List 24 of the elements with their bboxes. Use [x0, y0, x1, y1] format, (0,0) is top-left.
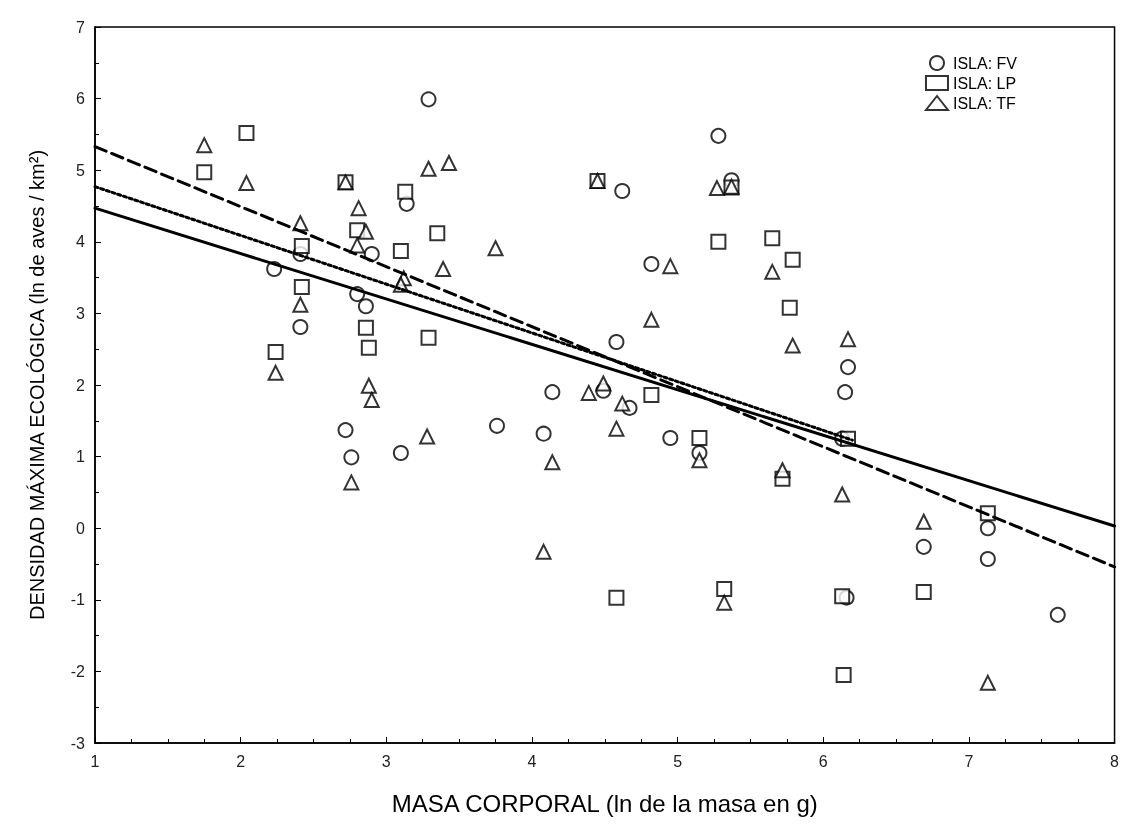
y-tick-label: 7: [76, 18, 86, 36]
x-tick-label: 6: [818, 752, 828, 770]
x-tick-label: 5: [673, 752, 683, 770]
y-tick-label: 0: [76, 519, 86, 537]
x-tick-label: 4: [527, 752, 537, 770]
y-tick-label: 2: [76, 376, 86, 394]
legend-label: ISLA: FV: [952, 54, 1018, 72]
legend-label: ISLA: TF: [952, 94, 1017, 112]
y-tick-label: 4: [76, 233, 86, 251]
x-tick-label: 1: [90, 752, 100, 770]
y-tick-label: 3: [76, 304, 86, 322]
y-axis-title: DENSIDAD MÁXIMA ECOLÓGICA (ln de aves / km²): [26, 149, 48, 621]
y-tick-label: 1: [76, 448, 86, 466]
x-axis-title: MASA CORPORAL (ln de la masa en g): [391, 789, 818, 817]
x-tick-label: 8: [1110, 752, 1120, 770]
y-tick-label: -1: [70, 591, 86, 609]
y-tick-label: -3: [70, 734, 86, 752]
legend-label: ISLA: LP: [952, 74, 1017, 92]
x-tick-label: 7: [964, 752, 974, 770]
x-tick-label: 3: [381, 752, 391, 770]
x-tick-label: 2: [236, 752, 246, 770]
y-tick-label: 5: [76, 161, 86, 179]
y-tick-label: 6: [76, 90, 86, 108]
y-tick-label: -2: [70, 662, 86, 680]
